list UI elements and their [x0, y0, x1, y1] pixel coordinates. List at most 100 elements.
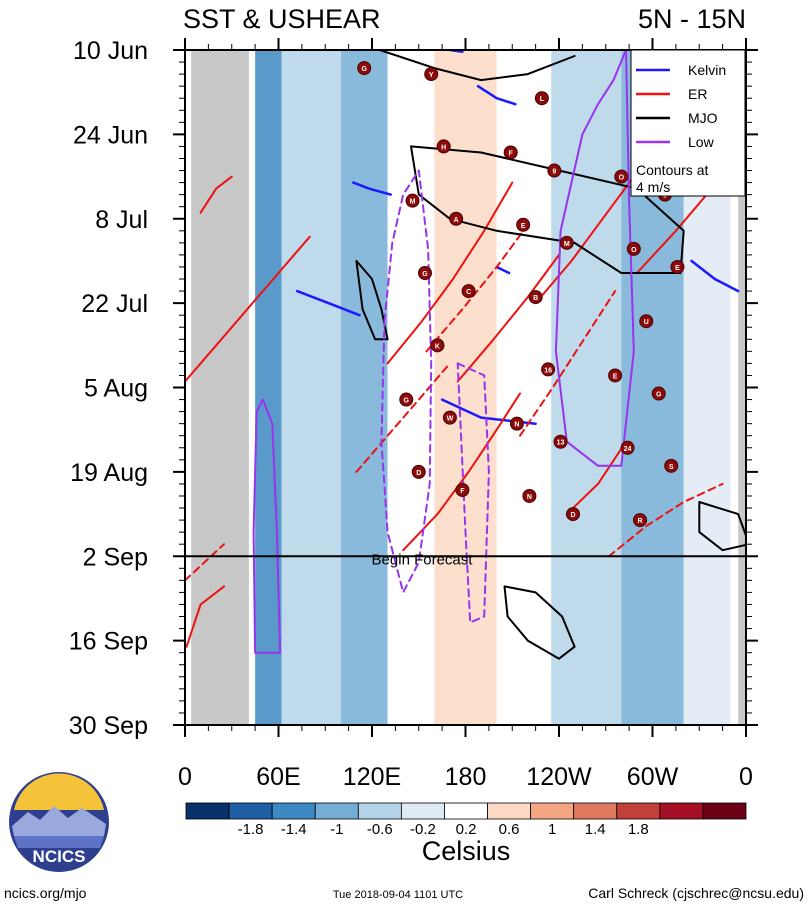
- land-mask: [738, 50, 746, 725]
- storm-symbol-disc: [449, 211, 464, 226]
- colorbar-tick-label: 1.4: [585, 821, 606, 838]
- storm-symbol-disc: [357, 61, 372, 76]
- storm-symbol-disc: [528, 290, 543, 305]
- legend: Kelvin ER MJO Low Contours at 4 m/s: [630, 49, 746, 197]
- storm-symbol: 16: [541, 362, 556, 377]
- x-tick-label: 120W: [526, 763, 592, 791]
- contour-er: [386, 181, 514, 365]
- x-tick-label: 60W: [627, 763, 679, 791]
- contour-er: [185, 235, 311, 383]
- colorbar-segment: [400, 802, 445, 820]
- anomaly-band: [434, 50, 497, 725]
- y-tick-label: 30 Sep: [69, 712, 148, 740]
- footer-timestamp: Tue 2018-09-04 1101 UTC: [333, 889, 463, 901]
- storm-symbol-disc: [547, 163, 562, 178]
- contour-low-dashed: [380, 169, 433, 594]
- colorbar-segment: [314, 802, 359, 820]
- x-tick-label: 60E: [256, 763, 300, 791]
- storm-symbol-disc: [651, 386, 666, 401]
- storm-symbol-label: O: [631, 247, 637, 254]
- storm-symbol: 24: [620, 440, 635, 455]
- storm-symbol: O: [614, 169, 629, 184]
- legend-label-mjo: MJO: [688, 110, 718, 126]
- storm-symbol-disc: [626, 241, 641, 256]
- storm-symbol-label: K: [435, 343, 440, 350]
- storm-symbol-disc: [608, 368, 623, 383]
- legend-label-er: ER: [688, 86, 707, 102]
- storm-symbol-disc: [509, 416, 524, 431]
- logo-sun: [14, 773, 104, 810]
- y-tick-label: 2 Sep: [83, 543, 148, 571]
- storm-symbol: O: [626, 241, 641, 256]
- legend-label-low: Low: [688, 134, 715, 150]
- storm-symbol-label: E: [613, 373, 618, 380]
- colorbar: -1.8 -1.4 -1 -0.6 -0.2 0.2 0.6 1 1.4 1.8: [185, 802, 747, 838]
- colorbar-tick-label: 0.2: [456, 821, 477, 838]
- colorbar-segment: [530, 802, 575, 820]
- contour-er: [534, 175, 635, 305]
- storm-symbol-disc: [461, 284, 476, 299]
- storm-symbol: Y: [424, 67, 439, 82]
- storm-symbol: M: [405, 193, 420, 208]
- colorbar-segment: [616, 802, 661, 820]
- storm-symbol-label: D: [416, 470, 421, 477]
- storm-symbol-label: R: [638, 518, 643, 525]
- storm-symbol-label: F: [460, 488, 465, 495]
- contour-kelvin: [495, 265, 511, 275]
- storm-symbol: U: [639, 314, 654, 329]
- contour-er-dashed: [425, 223, 529, 353]
- storm-symbol: D: [411, 464, 426, 479]
- storm-symbol-disc: [566, 507, 581, 522]
- storm-symbol-disc: [516, 217, 531, 232]
- colorbar-tick-label: -0.6: [367, 821, 393, 838]
- storm-symbol-label: N: [527, 494, 532, 501]
- storm-symbol-disc: [614, 169, 629, 184]
- logo-text: NCICS: [33, 847, 86, 866]
- colorbar-tick-label: -1.8: [238, 821, 264, 838]
- contour-mjo: [378, 50, 576, 82]
- contour-er: [199, 175, 233, 214]
- colorbar-label: Celsius: [422, 836, 511, 866]
- logo-mountains: [12, 806, 106, 836]
- colorbar-tick-label: 1.8: [628, 821, 649, 838]
- storm-symbol-label: N: [514, 422, 519, 429]
- storm-symbol-disc: [455, 482, 470, 497]
- storm-symbol-label: E: [675, 265, 680, 272]
- storm-symbol: 13: [553, 434, 568, 449]
- y-tick-label: 24 Jun: [73, 121, 148, 149]
- storm-symbol-label: S: [669, 464, 674, 471]
- contour-er-dashed: [355, 362, 451, 473]
- storm-symbol-disc: [664, 458, 679, 473]
- storm-symbol-label: C: [466, 289, 471, 296]
- storm-symbol: W: [442, 410, 457, 425]
- forecast-label: Begin Forecast: [372, 551, 474, 568]
- colorbar-segment: [487, 802, 532, 820]
- storm-symbol-label: B: [533, 295, 538, 302]
- storm-symbol-label: 24: [624, 446, 632, 453]
- storm-symbol: E: [670, 259, 685, 274]
- colorbar-segment: [271, 802, 316, 820]
- colorbar-tick-label: 1: [548, 821, 556, 838]
- land-mask: [191, 50, 249, 725]
- contour-er-dashed: [519, 290, 617, 437]
- storm-symbol-label: H: [441, 144, 446, 151]
- colorbar-segment: [228, 802, 273, 820]
- anomaly-band: [340, 50, 388, 725]
- storm-symbol-label: 16: [544, 367, 552, 374]
- x-tick-label: 120E: [343, 763, 401, 791]
- storm-symbol-label: W: [447, 416, 454, 423]
- contour-er: [185, 585, 225, 648]
- storm-symbol: F: [455, 482, 470, 497]
- storm-symbol: G: [399, 392, 414, 407]
- anomaly-band: [255, 50, 282, 725]
- contour-kelvin: [690, 259, 740, 293]
- storm-symbol-disc: [620, 440, 635, 455]
- storm-symbol-disc: [417, 265, 432, 280]
- contour-low: [554, 50, 635, 467]
- storm-symbol-disc: [553, 434, 568, 449]
- ncics-logo: NCICS: [9, 772, 109, 872]
- colorbar-segment: [659, 802, 704, 820]
- storm-symbol-disc: [503, 145, 518, 160]
- storm-symbol-disc: [639, 314, 654, 329]
- storm-symbol-label: E: [521, 223, 526, 230]
